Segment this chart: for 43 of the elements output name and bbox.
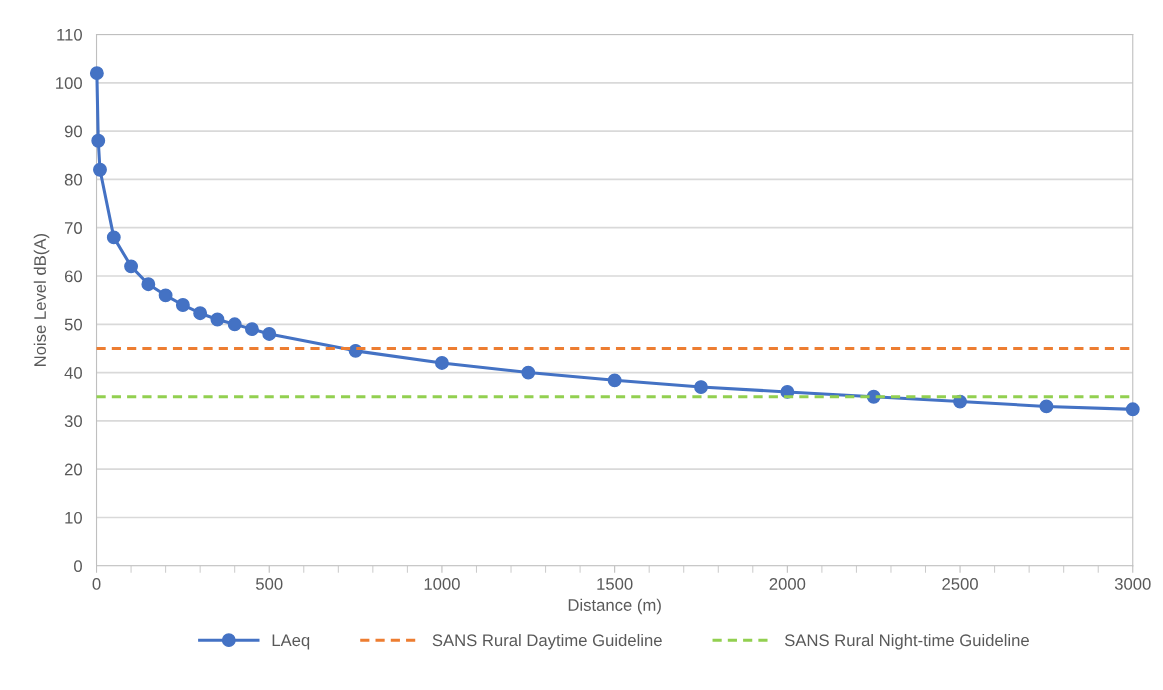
y-tick-label: 20 <box>64 463 82 476</box>
point <box>106 230 121 245</box>
point <box>434 355 449 370</box>
point <box>141 277 156 292</box>
legend-label: SANS Rural Daytime Guideline <box>432 633 662 650</box>
x-tick-label: 500 <box>256 578 283 590</box>
point <box>1039 399 1054 414</box>
point <box>521 365 536 380</box>
point <box>158 288 173 303</box>
x-tick-label: 2500 <box>942 578 978 590</box>
x-tick-label: 1500 <box>597 578 633 590</box>
x-tick-label: 3000 <box>1114 578 1151 590</box>
point <box>694 380 708 395</box>
point <box>91 133 106 148</box>
point <box>262 327 277 341</box>
point <box>210 312 225 327</box>
y-axis-title: Noise Level dB(A) <box>33 234 50 366</box>
point <box>175 298 190 312</box>
x-axis-title: Distance (m) <box>568 598 661 615</box>
y-tick-label: 60 <box>64 270 82 283</box>
y-tick-label: 90 <box>64 125 82 138</box>
point <box>245 322 259 337</box>
y-tick-label: 110 <box>57 28 82 41</box>
y-tick-label: 40 <box>64 367 82 379</box>
point <box>124 259 139 274</box>
y-tick-label: 70 <box>64 222 82 234</box>
x-tick-label: 2000 <box>769 578 806 590</box>
point <box>93 162 107 177</box>
y-tick-label: 30 <box>64 415 82 428</box>
y-tick-label: 100 <box>56 77 82 89</box>
point <box>89 66 104 81</box>
point <box>1125 402 1140 417</box>
legend-label: LAeq <box>272 634 310 650</box>
y-tick-label: 50 <box>64 318 82 331</box>
point <box>227 317 242 332</box>
y-tick-label: 0 <box>74 560 82 572</box>
x-tick-label: 0 <box>92 578 101 590</box>
y-tick-label: 10 <box>65 511 82 524</box>
point <box>193 306 208 321</box>
x-tick-label: 1000 <box>424 578 460 590</box>
legend-label: SANS Rural Night-time Guideline <box>784 633 1029 650</box>
y-tick-label: 80 <box>64 173 82 186</box>
point <box>607 373 622 388</box>
